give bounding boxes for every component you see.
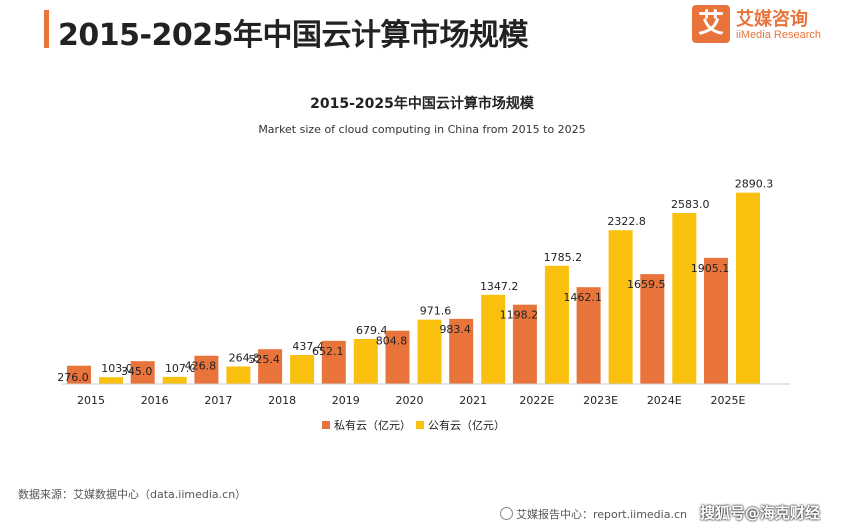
globe-icon	[500, 507, 513, 520]
data-label: 2322.8	[607, 215, 646, 228]
watermark: 搜狐号@海克财经	[700, 504, 821, 522]
public-cloud-bar	[99, 377, 123, 384]
private-cloud-bar	[576, 287, 601, 384]
private-cloud-bar	[67, 365, 91, 384]
chart-title: 2015-2025年中国云计算市场规模	[310, 95, 535, 112]
x-tick-label: 2017	[204, 394, 232, 407]
x-tick-label: 2015	[77, 394, 105, 407]
data-label: 525.4	[248, 353, 280, 366]
x-tick-label: 2024E	[647, 394, 682, 407]
public-cloud-bar	[226, 366, 251, 384]
public-cloud-bar	[162, 376, 187, 384]
data-label: 1347.2	[480, 280, 519, 293]
data-label: 103.0	[101, 362, 133, 375]
data-label: 276.0	[57, 371, 89, 384]
public-cloud-bar	[672, 212, 697, 384]
public-cloud-bar	[417, 319, 442, 384]
x-tick-label: 2020	[396, 394, 424, 407]
data-label: 437.4	[292, 340, 324, 353]
data-label: 2583.0	[671, 198, 710, 211]
data-label: 804.8	[376, 335, 408, 348]
chart-subtitle: Market size of cloud computing in China …	[258, 123, 585, 136]
legend-label: 公有云（亿元）	[428, 418, 505, 432]
public-cloud-bar	[608, 230, 633, 384]
legend: 私有云（亿元） 公有云（亿元）	[322, 418, 505, 432]
public-cloud-bar	[290, 355, 315, 384]
data-label: 1905.1	[691, 262, 730, 275]
data-label: 107.0	[165, 362, 197, 375]
x-tick-label: 2019	[332, 394, 360, 407]
data-label: 679.4	[356, 324, 388, 337]
x-tick-labels: 2015 2016 2017 2018 2019 2020 2021 2022E 2023E 20…	[77, 394, 746, 407]
data-label: 1462.1	[563, 291, 602, 304]
x-tick-label: 2016	[141, 394, 169, 407]
legend-swatch	[416, 421, 424, 429]
data-label: 652.1	[312, 345, 344, 358]
private-cloud-bar	[385, 330, 410, 384]
data-source-note: 数据来源：艾媒数据中心（data.iimedia.cn）	[18, 488, 247, 501]
header-accent-bar	[44, 10, 49, 48]
private-cloud-bar	[194, 355, 219, 384]
report-link-text: 艾媒报告中心：report.iimedia.cn	[516, 508, 687, 521]
private-cloud-bar	[512, 304, 537, 384]
data-label: 983.4	[439, 323, 471, 336]
private-cloud-bar	[704, 257, 728, 384]
logo-icon: 艾	[692, 5, 730, 43]
x-tick-label: 2021	[459, 394, 487, 407]
report-link[interactable]: 艾媒报告中心：report.iimedia.cn	[500, 506, 687, 522]
data-label: 2890.3	[735, 178, 774, 191]
x-tick-label: 2022E	[519, 394, 554, 407]
data-label: 971.6	[420, 305, 452, 318]
x-tick-label: 2018	[268, 394, 296, 407]
data-label: 1198.2	[500, 309, 539, 322]
private-cloud-bar	[449, 318, 474, 384]
data-label: 345.0	[121, 365, 153, 378]
logo-name-en: iiMedia Research	[736, 29, 821, 41]
private-cloud-bar	[640, 274, 665, 384]
private-cloud-bar	[258, 349, 283, 384]
x-tick-label: 2025E	[711, 394, 746, 407]
page-title: 2015-2025年中国云计算市场规模	[58, 18, 528, 53]
data-label: 1659.5	[627, 278, 666, 291]
brand-logo: 艾 艾媒咨询 iiMedia Research	[692, 5, 832, 47]
private-cloud-bar	[130, 361, 155, 384]
legend-swatch	[322, 421, 330, 429]
public-cloud-bar	[353, 339, 378, 384]
data-label: 426.8	[185, 360, 217, 373]
public-cloud-bar	[481, 294, 506, 384]
private-cloud-bar	[321, 340, 346, 384]
data-label: 264.8	[229, 351, 261, 364]
logo-name-cn: 艾媒咨询	[736, 9, 808, 30]
data-label: 1785.2	[544, 251, 583, 264]
x-tick-label: 2023E	[583, 394, 618, 407]
public-cloud-bar	[736, 192, 760, 384]
legend-label: 私有云（亿元）	[334, 418, 411, 432]
public-cloud-bar	[544, 265, 569, 384]
